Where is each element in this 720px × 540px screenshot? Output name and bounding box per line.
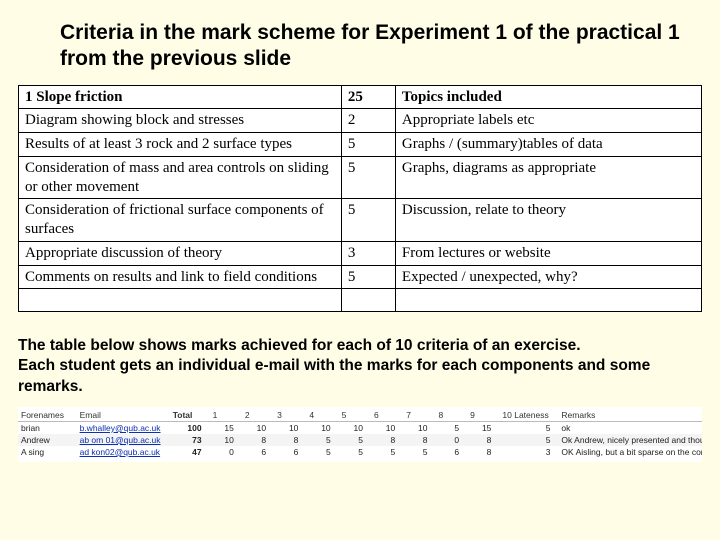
marks-header: 9 xyxy=(467,409,499,422)
mark-cell: 15 xyxy=(210,421,242,434)
marks-header: 1 xyxy=(210,409,242,422)
marks-header: 6 xyxy=(371,409,403,422)
mark-cell: 10 xyxy=(210,434,242,446)
student-email: b.whalley@qub.ac.uk xyxy=(77,421,170,434)
table-row: Comments on results and link to field co… xyxy=(19,265,702,289)
slide-title: Criteria in the mark scheme for Experime… xyxy=(60,20,702,73)
marks-header: 4 xyxy=(306,409,338,422)
remarks-cell: ok xyxy=(558,421,702,434)
criteria-cell: 5 xyxy=(341,199,395,242)
student-name: brian xyxy=(18,421,77,434)
criteria-cell: Consideration of mass and area controls … xyxy=(19,156,342,199)
criteria-cell: 5 xyxy=(341,265,395,289)
marks-table: ForenamesEmailTotal12345678910 LatenessR… xyxy=(18,409,702,458)
marks-header: 8 xyxy=(435,409,467,422)
mark-cell: 5 xyxy=(403,446,435,458)
mark-cell: 8 xyxy=(403,434,435,446)
mark-cell: 10 xyxy=(306,421,338,434)
mark-cell: 5 xyxy=(339,446,371,458)
remarks-cell: Ok Andrew, nicely presented and thoughtf… xyxy=(558,434,702,446)
table-row: Consideration of mass and area controls … xyxy=(19,156,702,199)
marks-header: 5 xyxy=(339,409,371,422)
criteria-cell xyxy=(341,289,395,312)
student-name: Andrew xyxy=(18,434,77,446)
marks-header: Total xyxy=(170,409,210,422)
criteria-cell: 3 xyxy=(341,241,395,265)
criteria-cell: 2 xyxy=(341,109,395,133)
criteria-cell: 5 xyxy=(341,133,395,157)
marks-header: Email xyxy=(77,409,170,422)
mark-cell: 5 xyxy=(435,421,467,434)
student-email: ab om 01@qub.ac.uk xyxy=(77,434,170,446)
mark-cell: 8 xyxy=(467,446,499,458)
mark-cell: 5 xyxy=(306,434,338,446)
mark-cell: 3 xyxy=(499,446,558,458)
criteria-cell: Graphs / (summary)tables of data xyxy=(395,133,701,157)
mark-cell: 8 xyxy=(371,434,403,446)
mark-cell: 5 xyxy=(371,446,403,458)
mark-cell: 0 xyxy=(210,446,242,458)
mark-cell: 5 xyxy=(306,446,338,458)
mark-cell: 5 xyxy=(339,434,371,446)
mark-cell: 10 xyxy=(274,421,306,434)
criteria-cell: Comments on results and link to field co… xyxy=(19,265,342,289)
mark-cell: 6 xyxy=(435,446,467,458)
criteria-cell: 1 Slope friction xyxy=(19,85,342,109)
total-mark: 47 xyxy=(170,446,210,458)
mark-cell: 8 xyxy=(242,434,274,446)
table-row: A singad kon02@qub.ac.uk470665555683OK A… xyxy=(18,446,702,458)
table-row: Appropriate discussion of theory3From le… xyxy=(19,241,702,265)
marks-header: Forenames xyxy=(18,409,77,422)
criteria-cell: Consideration of frictional surface comp… xyxy=(19,199,342,242)
mark-cell: 5 xyxy=(499,421,558,434)
criteria-cell: Discussion, relate to theory xyxy=(395,199,701,242)
criteria-cell: Graphs, diagrams as appropriate xyxy=(395,156,701,199)
criteria-cell: From lectures or website xyxy=(395,241,701,265)
criteria-cell: Results of at least 3 rock and 2 surface… xyxy=(19,133,342,157)
criteria-cell xyxy=(19,289,342,312)
table-row xyxy=(19,289,702,312)
mark-cell: 10 xyxy=(242,421,274,434)
table-row: 1 Slope friction25Topics included xyxy=(19,85,702,109)
table-row: Consideration of frictional surface comp… xyxy=(19,199,702,242)
total-mark: 73 xyxy=(170,434,210,446)
marks-header: 3 xyxy=(274,409,306,422)
student-name: A sing xyxy=(18,446,77,458)
criteria-cell: Diagram showing block and stresses xyxy=(19,109,342,133)
mark-cell: 5 xyxy=(499,434,558,446)
mark-cell: 6 xyxy=(242,446,274,458)
criteria-cell: Appropriate discussion of theory xyxy=(19,241,342,265)
criteria-table: 1 Slope friction25Topics includedDiagram… xyxy=(18,85,702,313)
mark-cell: 8 xyxy=(467,434,499,446)
mark-cell: 10 xyxy=(339,421,371,434)
table-row: Diagram showing block and stresses2Appro… xyxy=(19,109,702,133)
criteria-cell: Appropriate labels etc xyxy=(395,109,701,133)
marks-caption: The table below shows marks achieved for… xyxy=(18,336,702,396)
mark-cell: 15 xyxy=(467,421,499,434)
mark-cell: 6 xyxy=(274,446,306,458)
table-row: brianb.whalley@qub.ac.uk1001510101010101… xyxy=(18,421,702,434)
table-row: Results of at least 3 rock and 2 surface… xyxy=(19,133,702,157)
marks-header: 2 xyxy=(242,409,274,422)
criteria-cell: 25 xyxy=(341,85,395,109)
marks-header: 7 xyxy=(403,409,435,422)
mark-cell: 8 xyxy=(274,434,306,446)
marks-header: Remarks xyxy=(558,409,702,422)
criteria-cell: Expected / unexpected, why? xyxy=(395,265,701,289)
table-row: Andrewab om 01@qub.ac.uk7310885588085Ok … xyxy=(18,434,702,446)
criteria-cell: 5 xyxy=(341,156,395,199)
mark-cell: 10 xyxy=(371,421,403,434)
criteria-cell: Topics included xyxy=(395,85,701,109)
marks-table-container: ForenamesEmailTotal12345678910 LatenessR… xyxy=(18,407,702,462)
criteria-cell xyxy=(395,289,701,312)
total-mark: 100 xyxy=(170,421,210,434)
marks-header: 10 Lateness xyxy=(499,409,558,422)
mark-cell: 0 xyxy=(435,434,467,446)
student-email: ad kon02@qub.ac.uk xyxy=(77,446,170,458)
mark-cell: 10 xyxy=(403,421,435,434)
remarks-cell: OK Aisling, but a bit sparse on the comm… xyxy=(558,446,702,458)
